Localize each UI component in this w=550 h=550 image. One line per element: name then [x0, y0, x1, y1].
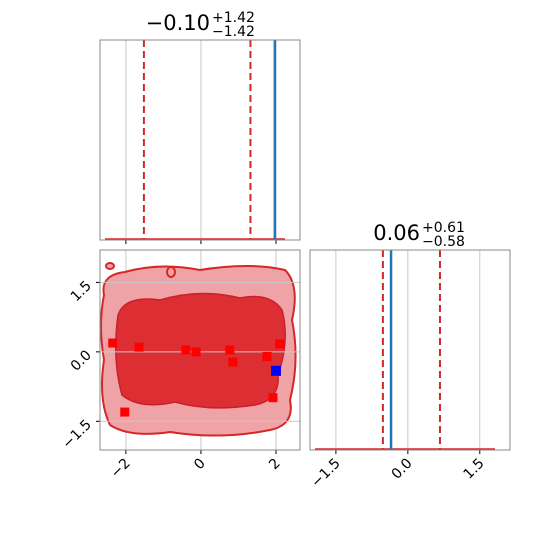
panel: −0.10 +1.42−1.42 [99, 10, 301, 244]
panel: −1.5 0.0 1.5 0.06 +0.61−0.58 [308, 220, 511, 491]
point [181, 345, 191, 355]
panel-frame [99, 249, 301, 451]
title-main: −0.10 [146, 11, 210, 35]
x-tick-label: −2 [108, 456, 134, 482]
point [228, 357, 238, 367]
point [120, 407, 130, 417]
x-tick-label: 2 [266, 456, 284, 474]
point [191, 347, 201, 357]
panel-frame [309, 249, 511, 451]
x-tick-label: 0.0 [389, 456, 416, 483]
y-tick-label: −1.5 [59, 417, 94, 452]
x-tick-label: −1.5 [308, 456, 343, 491]
point [275, 339, 285, 349]
x-tick-label: 1.5 [461, 456, 488, 483]
point [268, 393, 278, 403]
title-upper: +0.61 [422, 220, 465, 236]
title-upper: +1.42 [212, 10, 255, 26]
title-main: 0.06 [373, 221, 420, 245]
panel: −2 0 2 −1.5 0.0 1.5 [59, 249, 301, 482]
point [134, 342, 144, 352]
title-lower: −1.42 [212, 24, 255, 40]
y-tick-label: 1.5 [68, 278, 95, 305]
point [262, 351, 272, 361]
point [225, 345, 235, 355]
point [108, 338, 118, 348]
title-lower: −0.58 [422, 234, 465, 250]
panel-frame [99, 39, 301, 241]
truth-point [270, 365, 281, 376]
y-tick-label: 0.0 [68, 347, 95, 374]
x-tick-label: 0 [191, 456, 209, 474]
contour-blob [104, 262, 177, 278]
